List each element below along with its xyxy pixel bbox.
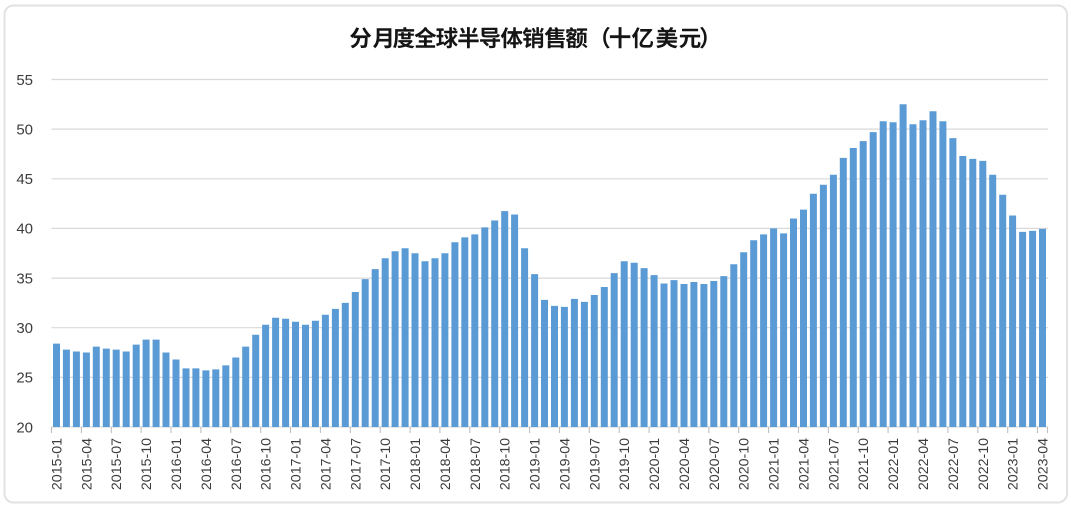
svg-text:2015-07: 2015-07	[109, 438, 125, 490]
svg-text:25: 25	[16, 370, 33, 387]
svg-text:2018-10: 2018-10	[498, 438, 514, 490]
svg-text:2018-07: 2018-07	[468, 438, 484, 490]
svg-text:2019-04: 2019-04	[557, 438, 573, 490]
svg-text:2021-10: 2021-10	[856, 438, 872, 490]
svg-text:2016-01: 2016-01	[169, 438, 185, 490]
svg-text:2021-07: 2021-07	[826, 438, 842, 490]
svg-text:2023-04: 2023-04	[1036, 438, 1052, 490]
svg-text:2020-04: 2020-04	[677, 438, 693, 490]
svg-text:2019-07: 2019-07	[587, 438, 603, 490]
svg-text:2017-04: 2017-04	[318, 438, 334, 490]
svg-text:2020-10: 2020-10	[737, 438, 753, 490]
svg-text:2021-01: 2021-01	[767, 438, 783, 490]
svg-text:55: 55	[16, 72, 33, 89]
svg-text:2015-04: 2015-04	[79, 438, 95, 490]
svg-text:2016-07: 2016-07	[229, 438, 245, 490]
svg-text:2017-07: 2017-07	[348, 438, 364, 490]
svg-text:2017-10: 2017-10	[378, 438, 394, 490]
svg-text:2019-10: 2019-10	[617, 438, 633, 490]
svg-text:2022-04: 2022-04	[916, 438, 932, 490]
svg-text:2018-01: 2018-01	[408, 438, 424, 490]
svg-text:45: 45	[16, 171, 33, 188]
svg-text:2023-01: 2023-01	[1006, 438, 1022, 490]
svg-text:2015-01: 2015-01	[50, 438, 66, 490]
svg-text:20: 20	[16, 419, 33, 436]
svg-text:2022-07: 2022-07	[946, 438, 962, 490]
svg-text:2015-10: 2015-10	[139, 438, 155, 490]
svg-text:50: 50	[16, 121, 33, 138]
svg-text:2019-01: 2019-01	[528, 438, 544, 490]
svg-text:30: 30	[16, 320, 33, 337]
svg-text:2016-04: 2016-04	[199, 438, 215, 490]
svg-text:2017-01: 2017-01	[289, 438, 305, 490]
svg-text:2022-01: 2022-01	[886, 438, 902, 490]
svg-text:2016-10: 2016-10	[259, 438, 275, 490]
svg-text:35: 35	[16, 270, 33, 287]
svg-text:2022-10: 2022-10	[976, 438, 992, 490]
svg-text:2020-07: 2020-07	[707, 438, 723, 490]
svg-text:2018-04: 2018-04	[438, 438, 454, 490]
svg-text:40: 40	[16, 221, 33, 238]
svg-text:2020-01: 2020-01	[647, 438, 663, 490]
svg-text:2021-04: 2021-04	[797, 438, 813, 490]
